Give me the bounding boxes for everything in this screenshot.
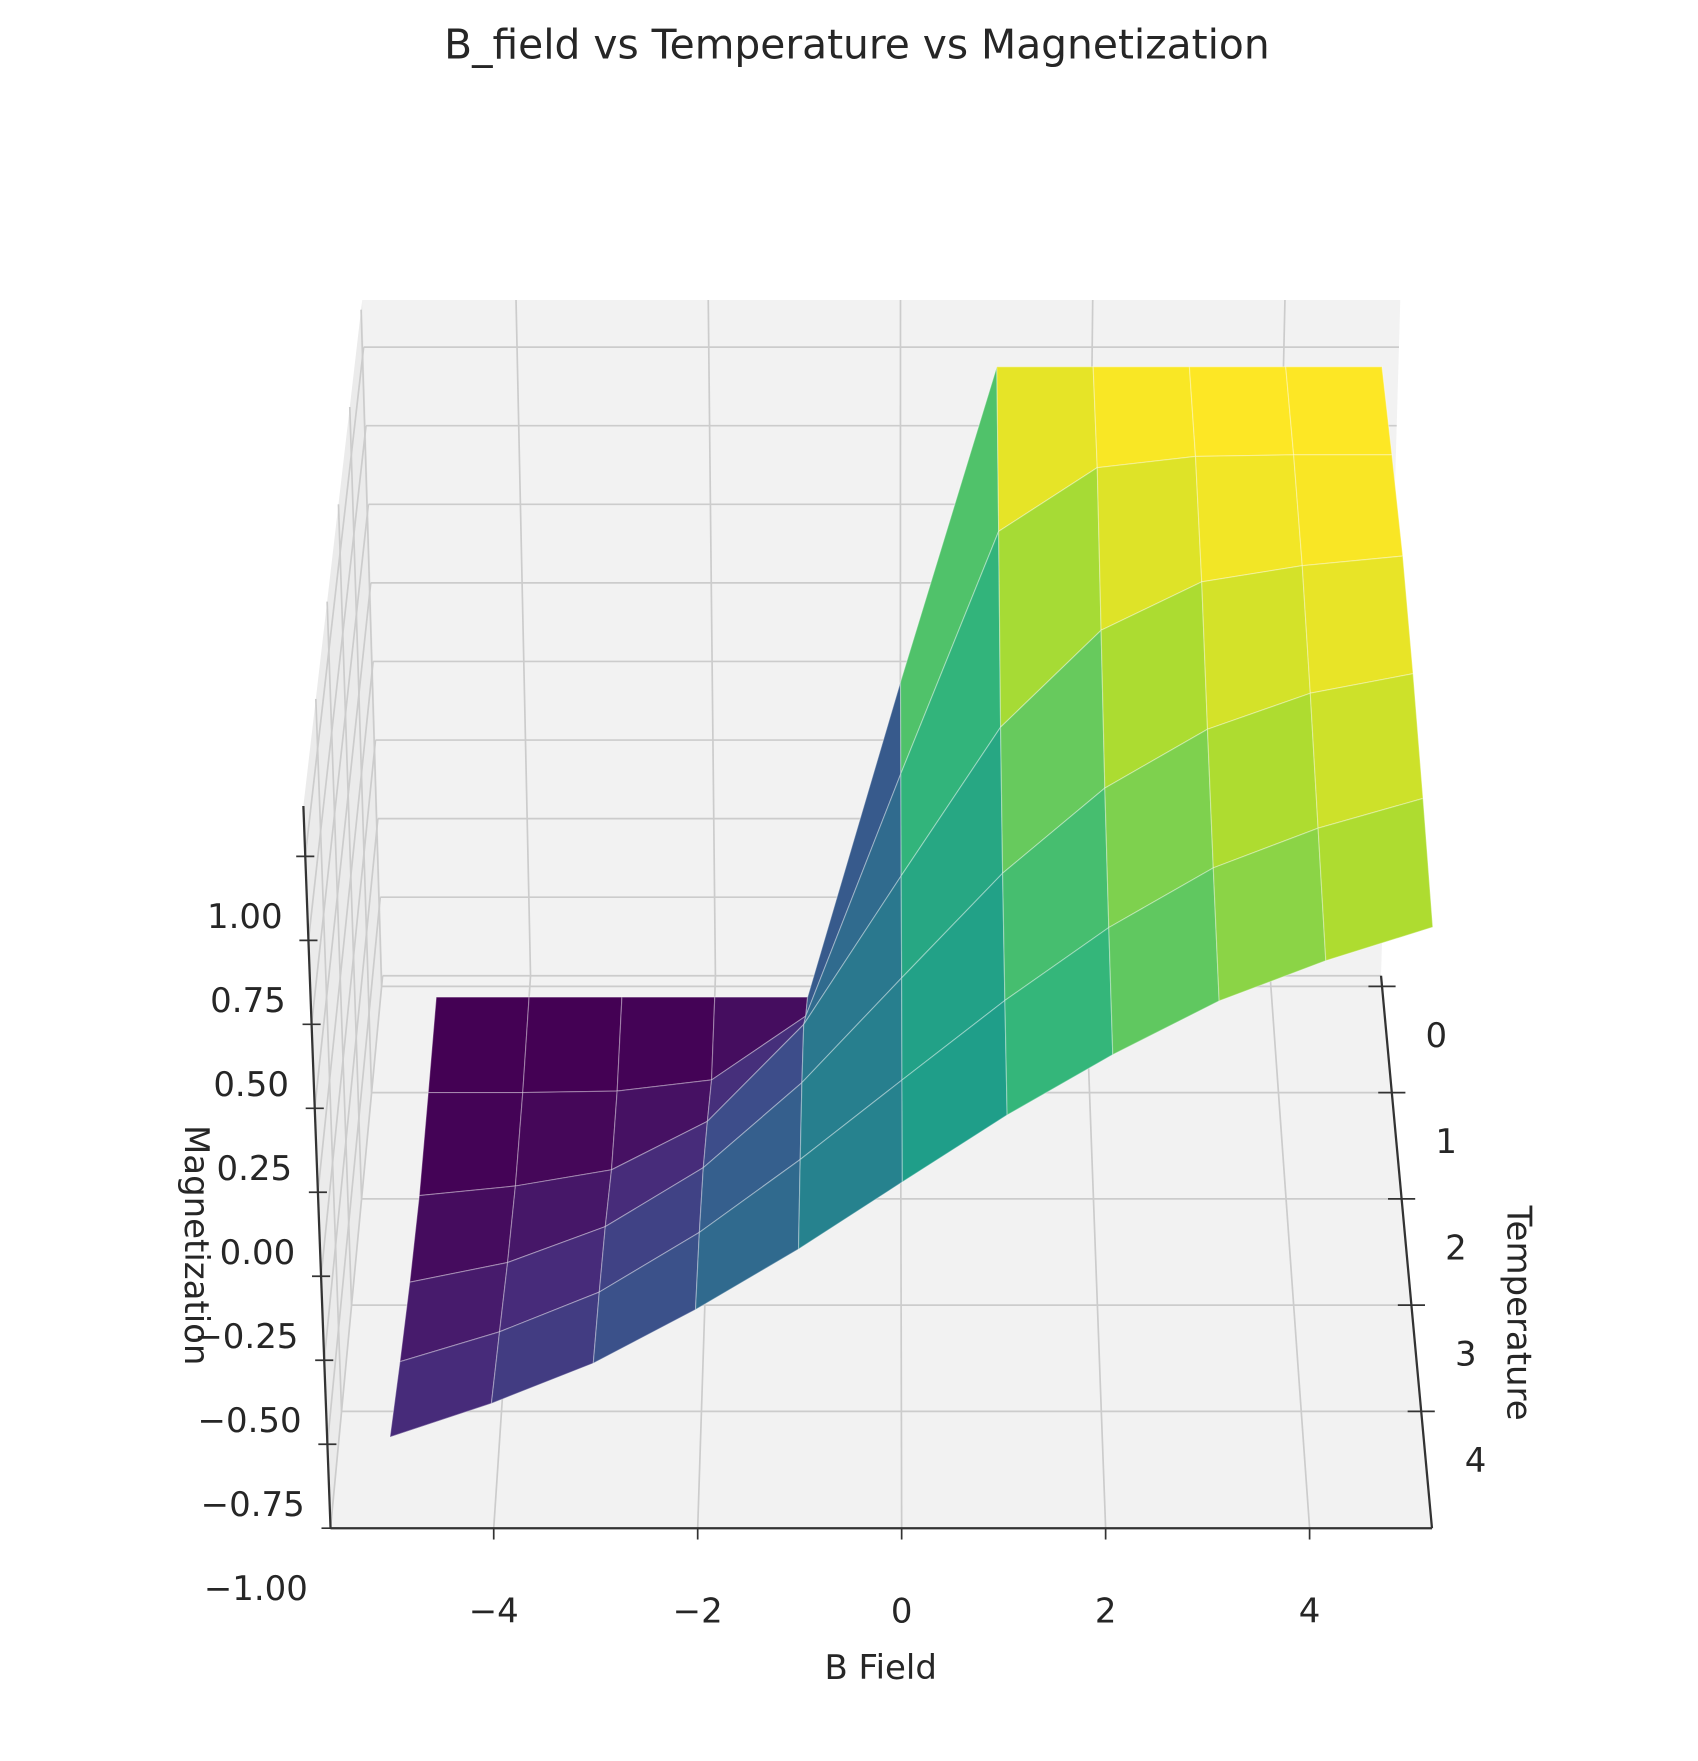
x-tick-label: −2: [673, 1592, 723, 1632]
surface-patch: [1188, 366, 1295, 457]
x-tick-label: 4: [1299, 1592, 1321, 1632]
grid-line: [1269, 975, 1311, 1529]
x-tick-label: −4: [469, 1592, 519, 1632]
z-tick-label: −0.50: [198, 1401, 302, 1441]
grid-line: [317, 661, 374, 1193]
y-tick-label: 1: [1435, 1122, 1457, 1162]
grid-line: [348, 406, 373, 1093]
grid-line: [313, 582, 372, 1109]
surface-patch: [1293, 454, 1404, 567]
grid-line: [307, 425, 367, 941]
grid-line: [337, 504, 363, 1199]
surface-patch: [616, 996, 716, 1092]
grid-line: [304, 347, 365, 857]
grid-line: [326, 601, 353, 1306]
axis-line: [1379, 975, 1434, 1529]
z-tick-label: 0.25: [216, 1149, 292, 1189]
x-tick-label: 0: [891, 1592, 913, 1632]
grid-line: [360, 309, 383, 987]
surface-patch: [427, 996, 530, 1094]
plot-area: B_field vs Temperature vs Magnetization …: [176, 21, 1538, 1689]
surface-patch: [418, 1092, 524, 1197]
grid-line: [515, 299, 532, 976]
surface-patch: [1194, 454, 1303, 583]
y-tick-label: 3: [1455, 1335, 1477, 1375]
chart-title: B_field vs Temperature vs Magnetization: [444, 21, 1270, 69]
surface-patch: [1092, 366, 1197, 469]
z-tick-label: 0.75: [210, 981, 286, 1021]
grid-line: [310, 504, 370, 1025]
z-tick-label: −0.75: [201, 1485, 305, 1525]
y-tick-label: 0: [1426, 1016, 1448, 1056]
surface-patch: [1301, 555, 1414, 694]
z-tick-label: −0.25: [194, 1317, 298, 1357]
axis-line: [302, 805, 332, 1529]
z-tick-label: 0.00: [220, 1233, 296, 1273]
side-pane: [303, 299, 383, 1529]
grid-line: [326, 897, 382, 1445]
grid-line: [314, 698, 343, 1412]
grid-line: [323, 818, 379, 1361]
z-axis-label: Magnetization: [176, 1125, 216, 1365]
x-axis-label: B Field: [824, 1648, 936, 1688]
z-tick-label: 1.00: [207, 897, 283, 937]
surface-patch: [1285, 366, 1393, 456]
grid-line: [329, 975, 384, 1529]
z-tick-label: −1.00: [204, 1569, 308, 1609]
surface-patch: [522, 996, 623, 1094]
grid-line: [320, 739, 377, 1277]
x-tick-label: 2: [1095, 1592, 1117, 1632]
y-tick-label: 4: [1465, 1441, 1487, 1481]
grid-line: [707, 299, 717, 976]
y-axis-label: Temperature: [1498, 1205, 1538, 1421]
z-tick-label: 0.50: [213, 1065, 289, 1105]
y-tick-label: 2: [1445, 1228, 1467, 1268]
surface-patch: [1317, 797, 1434, 962]
